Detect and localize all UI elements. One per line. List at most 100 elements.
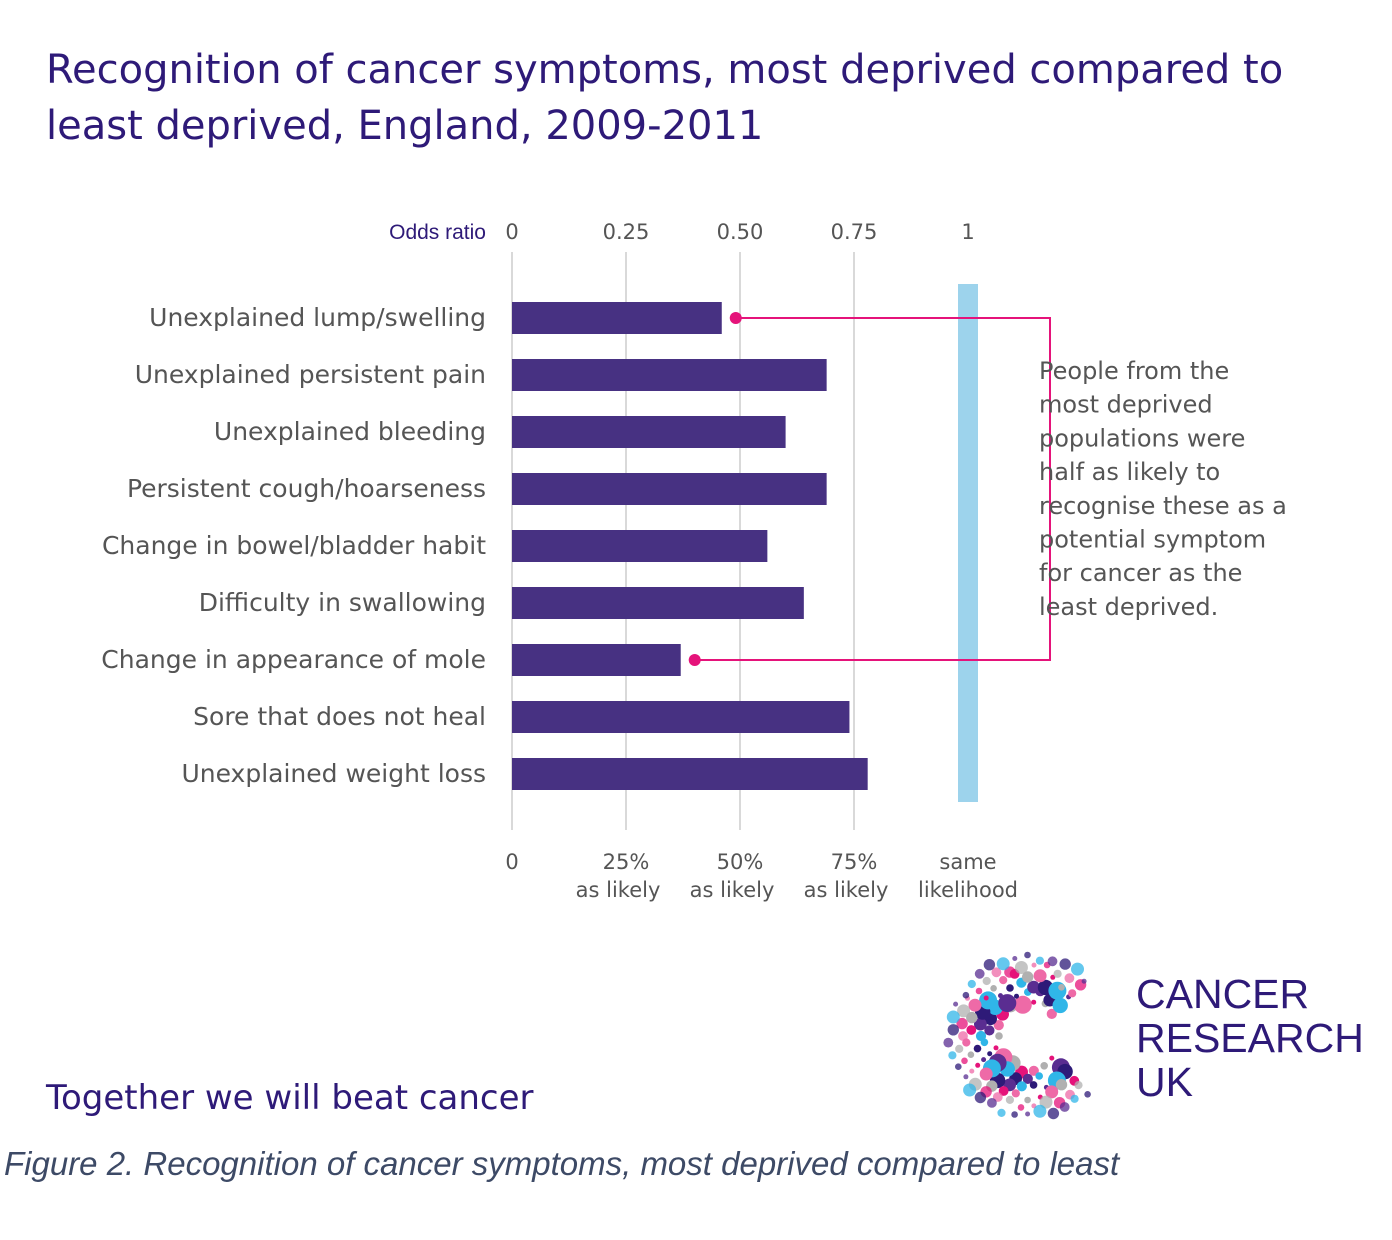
logo-dot (1022, 1073, 1033, 1084)
category-label: Change in appearance of mole (101, 645, 486, 674)
bar (512, 302, 722, 334)
logo-dot (1059, 958, 1071, 970)
logo-dot (1053, 969, 1062, 978)
logo-dot (955, 1044, 964, 1053)
annotation-dot (688, 654, 701, 666)
logo-dot (1011, 1111, 1018, 1118)
logo-dot (987, 1051, 993, 1057)
logo-dot (984, 1025, 995, 1036)
logo-dot (1031, 999, 1037, 1005)
category-label: Sore that does not heal (193, 702, 486, 731)
bar (512, 758, 868, 790)
logo-dot (946, 1010, 960, 1024)
logo-dot (1068, 989, 1077, 998)
chart: Unexplained lump/swelling Unexplained per… (101, 220, 1287, 902)
logo-dot (1022, 971, 1034, 983)
logo-dot (966, 1025, 977, 1035)
logo-dot (1024, 951, 1031, 959)
top-tick-label: 0.50 (717, 220, 764, 244)
bar (512, 701, 850, 733)
logo-dot (1049, 1055, 1055, 1061)
logo-dot (1005, 1095, 1014, 1104)
logo-dot (1084, 1091, 1091, 1098)
category-label: Unexplained weight loss (181, 759, 486, 788)
top-tick-label: 0.75 (831, 220, 878, 244)
logo-dot (1025, 1111, 1031, 1117)
logo-dot (974, 1017, 987, 1031)
annotation-text-line: recognise these as a (1039, 492, 1287, 520)
logo-dot (1011, 1089, 1020, 1098)
annotation-text-line: least deprived. (1039, 593, 1218, 621)
logo-dot (957, 1004, 971, 1018)
logo-dot (1014, 993, 1019, 999)
logo-dot (1031, 962, 1037, 968)
annotation: People from the most deprived populations … (688, 312, 1287, 666)
logo-dot (1035, 956, 1044, 965)
logo-wordmark: CANCER RESEARCH UK (1136, 972, 1364, 1104)
logo-dot (969, 1068, 975, 1074)
logo-dot (1040, 1062, 1048, 1070)
logo-dot (1064, 973, 1075, 984)
bottom-tick-sublabel: as likely (576, 878, 661, 902)
annotation-text-line: most deprived (1039, 391, 1213, 419)
bottom-tick-sublabel: likelihood (918, 878, 1018, 902)
tick-labels: Odds ratio 0 0 0.25 25% as likely 0.50 50% as li… (389, 220, 1018, 902)
logo-dot (1028, 1065, 1039, 1076)
logo-dot (963, 1083, 977, 1097)
logo-dot (996, 957, 1010, 971)
logo-dot (1039, 1095, 1053, 1109)
bar (512, 359, 827, 391)
annotation-text-line: People from the (1039, 357, 1229, 385)
logo-dot (943, 1037, 954, 1048)
category-label: Difficulty in swallowing (199, 588, 486, 617)
logo-dot (948, 1051, 957, 1060)
reference-line-group (958, 284, 978, 802)
logo-dot (975, 1030, 987, 1042)
annotation-text-line: for cancer as the (1039, 559, 1242, 587)
logo-dot (1070, 1094, 1079, 1103)
logo-dot (1046, 1008, 1057, 1019)
tagline: Together we will beat cancer (46, 1078, 534, 1118)
logo-dot (1016, 1081, 1027, 1092)
logo-line-research: RESEARCH (1136, 1015, 1364, 1061)
logo-dot (1014, 961, 1028, 974)
reference-line (958, 284, 978, 802)
top-tick-label: 1 (961, 220, 974, 244)
logo-dot (967, 979, 976, 989)
logo-dot (968, 998, 982, 1012)
logo-dot (967, 1051, 975, 1058)
chart-title: Recognition of cancer symptoms, most dep… (46, 47, 1284, 149)
bottom-tick-sublabel: as likely (804, 878, 889, 902)
top-tick-label: 0.25 (603, 220, 650, 244)
logo-line-uk: UK (1136, 1059, 1193, 1105)
logo-dot (982, 976, 991, 986)
category-label: Change in bowel/bladder habit (102, 531, 486, 560)
logo-dot (974, 968, 985, 979)
logo-dot (962, 991, 970, 999)
bottom-tick-sublabel: as likely (690, 878, 775, 902)
logo-dot (1048, 981, 1067, 1000)
logo-dot (1052, 997, 1068, 1014)
logo-dot (979, 1067, 993, 1081)
logo-dot (983, 959, 996, 971)
logo-dot (995, 1032, 1003, 1040)
logo-dot (983, 995, 989, 1001)
logo-dot (1047, 1107, 1060, 1120)
logo-dot (1033, 969, 1047, 983)
logo-dot (963, 1074, 969, 1080)
top-tick-label: 0 (505, 220, 518, 244)
logo-dot (998, 994, 1017, 1013)
logo-dot (1050, 974, 1056, 980)
logo-dot (1013, 995, 1032, 1014)
logo-dot (1029, 1081, 1038, 1089)
bottom-tick-label: 25% (603, 850, 650, 874)
bar (512, 473, 827, 505)
bar (512, 416, 786, 448)
logo-dot (1081, 978, 1087, 984)
logo-dot (953, 1001, 959, 1007)
logo-c-mark (943, 951, 1091, 1120)
logo-dot (975, 1062, 981, 1068)
logo-dot (1074, 1081, 1083, 1090)
logo-dot (1059, 1102, 1070, 1112)
logo-dot (997, 1108, 1006, 1117)
